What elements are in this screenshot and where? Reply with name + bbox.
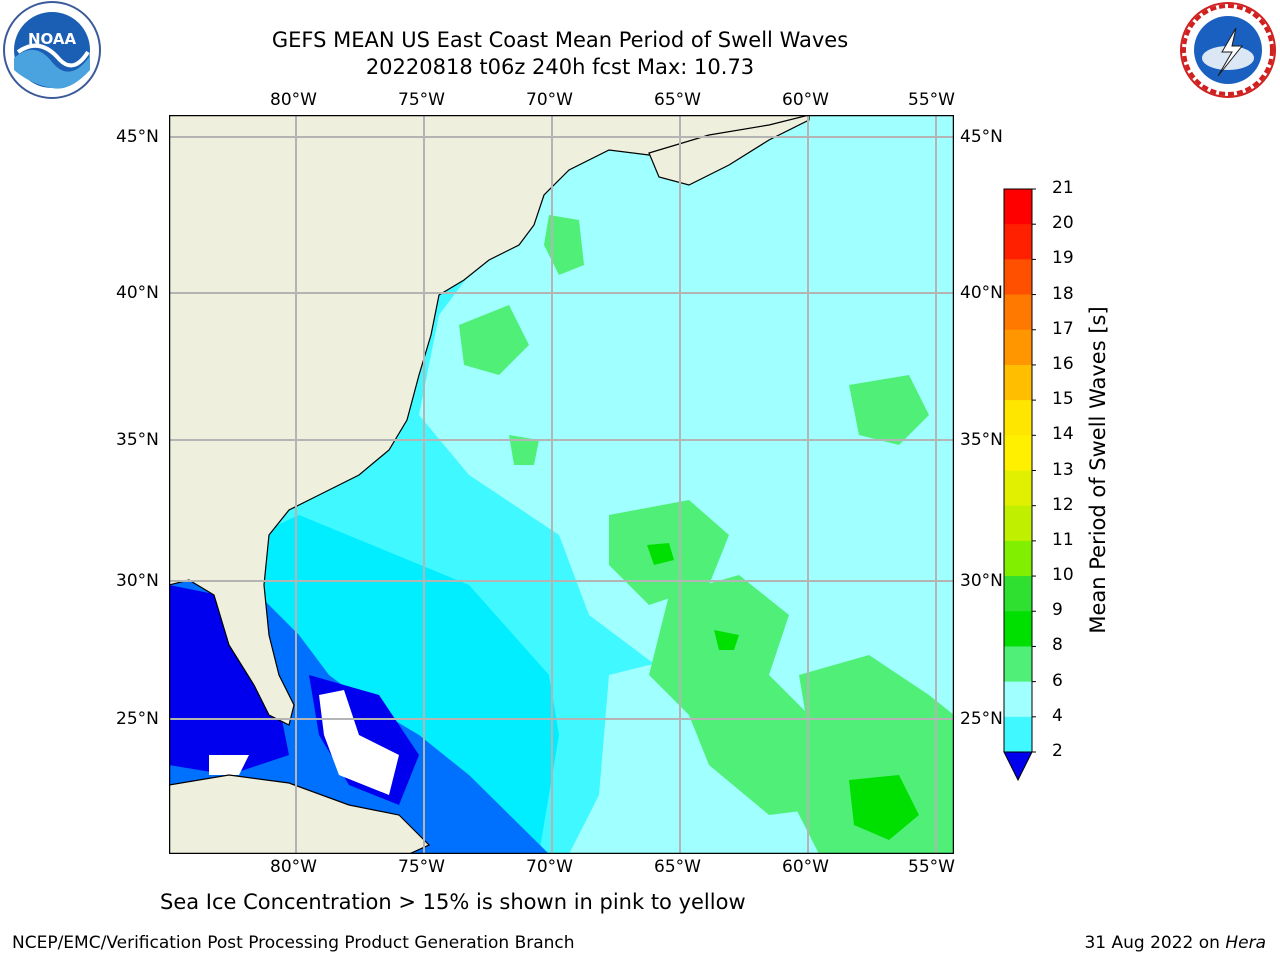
nws-logo	[1178, 0, 1278, 100]
field-10-11s-3	[647, 543, 674, 565]
colorbar-segment	[1004, 716, 1032, 753]
datestamp-date: 31 Aug 2022 on	[1084, 933, 1226, 953]
colorbar-tick-label: 8	[1052, 635, 1063, 656]
credit-text: NCEP/EMC/Verification Post Processing Pr…	[12, 933, 575, 953]
lat-label-right: 45°N	[960, 127, 1003, 147]
lon-label-bottom: 75°W	[398, 857, 445, 877]
colorbar-segment	[1004, 259, 1032, 296]
colorbar-tick-label: 2	[1052, 741, 1063, 761]
field-10-11s-2	[714, 630, 739, 650]
lon-label-bottom: 55°W	[908, 857, 955, 877]
svg-text:NOAA: NOAA	[28, 30, 77, 48]
lat-label-right: 35°N	[960, 430, 1003, 450]
field-10-11s-1	[849, 775, 919, 840]
land-us-east	[169, 115, 810, 726]
colorbar-segment	[1004, 611, 1032, 647]
field-9-10s-5	[459, 305, 529, 375]
colorbar-tick-label: 6	[1052, 670, 1063, 691]
colorbar-tick-label: 19	[1052, 248, 1074, 269]
lon-label-top: 60°W	[782, 90, 829, 110]
land-cuba	[169, 774, 431, 854]
lat-label-right: 40°N	[960, 283, 1003, 303]
lon-label-bottom: 65°W	[654, 857, 701, 877]
swell-period-map	[169, 115, 954, 854]
masked-area-1	[319, 690, 399, 795]
field-9-10s-6	[544, 215, 584, 275]
lon-label-bottom: 70°W	[526, 857, 573, 877]
colorbar-tick-label: 12	[1052, 494, 1074, 515]
colorbar-segment	[1004, 400, 1032, 436]
colorbar-segment	[1004, 681, 1032, 718]
lat-label-left: 45°N	[116, 127, 159, 147]
lat-label-left: 35°N	[116, 430, 159, 450]
colorbar-segment	[1004, 505, 1032, 542]
colorbar-segment	[1004, 540, 1032, 577]
lat-label-left: 30°N	[116, 571, 159, 591]
lon-label-bottom: 60°W	[782, 857, 829, 877]
graticule	[169, 115, 954, 854]
colorbar-label: Mean Period of Swell Waves [s]	[1086, 306, 1110, 634]
field-below-2s-1	[169, 585, 289, 775]
sea-ice-footnote: Sea Ice Concentration > 15% is shown in …	[160, 890, 746, 914]
lon-label-top: 75°W	[398, 90, 445, 110]
colorbar	[1003, 188, 1036, 782]
chart-subtitle: 20220818 t06z 240h fcst Max: 10.73	[365, 55, 755, 79]
datestamp-host: Hera	[1225, 933, 1266, 953]
colorbar-segment	[1004, 189, 1032, 225]
datestamp: 31 Aug 2022 on Hera	[1084, 933, 1266, 953]
colorbar-tick-label: 18	[1052, 283, 1074, 304]
lon-label-top: 80°W	[270, 90, 317, 110]
colorbar-tick-label: 16	[1052, 353, 1074, 374]
colorbar-tick-label: 11	[1052, 529, 1074, 550]
lon-label-top: 70°W	[526, 90, 573, 110]
chart-title: GEFS MEAN US East Coast Mean Period of S…	[271, 28, 849, 52]
colorbar-segment	[1004, 224, 1032, 260]
colorbar-segment	[1004, 435, 1032, 471]
colorbar-segment	[1004, 576, 1032, 612]
colorbar-extend-triangle	[1003, 751, 1033, 782]
land-nova-scotia	[648, 115, 810, 186]
colorbar-tick-label: 4	[1052, 705, 1063, 726]
colorbar-tick-label: 15	[1052, 389, 1074, 410]
lat-label-right: 25°N	[960, 709, 1003, 729]
colorbar-tick-label: 20	[1052, 213, 1074, 234]
colorbar-tick-label: 9	[1052, 600, 1063, 621]
colorbar-segment	[1004, 470, 1032, 507]
colorbar-segment	[1004, 646, 1032, 683]
lat-label-right: 30°N	[960, 571, 1003, 591]
noaa-logo: NOAA	[0, 0, 104, 104]
colorbar-tick-label: 13	[1052, 459, 1074, 480]
colorbar-tick-label: 21	[1052, 178, 1074, 198]
colorbar-tick-label: 17	[1052, 318, 1074, 339]
lon-label-top: 55°W	[908, 90, 955, 110]
colorbar-segment	[1004, 329, 1032, 366]
lon-label-bottom: 80°W	[270, 857, 317, 877]
colorbar-segment	[1004, 294, 1032, 331]
lat-label-left: 25°N	[116, 709, 159, 729]
lat-label-left: 40°N	[116, 283, 159, 303]
colorbar-tick-label: 10	[1052, 565, 1074, 586]
field-9-10s-7	[509, 435, 539, 465]
colorbar-segment	[1004, 364, 1032, 401]
field-9-10s-4	[849, 375, 929, 445]
colorbar-tick-label: 14	[1052, 424, 1074, 445]
masked-area-2	[209, 755, 249, 775]
map-frame	[169, 115, 954, 854]
lon-label-top: 65°W	[654, 90, 701, 110]
